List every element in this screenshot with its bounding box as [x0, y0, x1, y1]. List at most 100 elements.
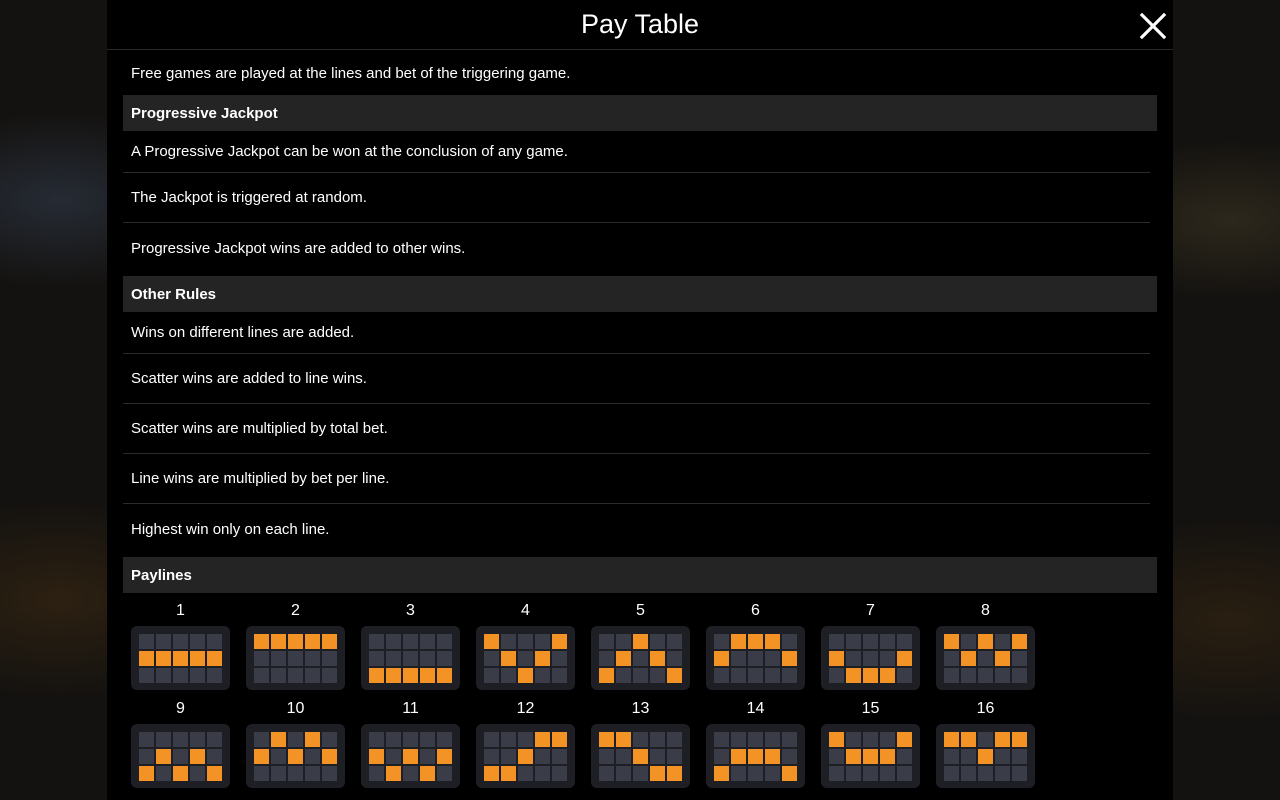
rule-row: The Jackpot is triggered at random.: [123, 173, 1150, 223]
payline-cell-active: [535, 732, 550, 747]
payline-cell: [322, 668, 337, 683]
payline-cell: [863, 634, 878, 649]
payline-cell-active: [765, 749, 780, 764]
payline-cell-active: [437, 668, 452, 683]
payline-cell: [599, 749, 614, 764]
payline-cell: [782, 732, 797, 747]
payline-cell: [518, 732, 533, 747]
payline-cell-active: [156, 749, 171, 764]
payline-cell: [714, 668, 729, 683]
payline-14: 14: [706, 698, 805, 788]
payline-cell: [437, 732, 452, 747]
payline-cell: [782, 668, 797, 683]
rule-row: Wins on different lines are added.: [123, 312, 1150, 354]
payline-cell: [173, 749, 188, 764]
payline-cell: [748, 668, 763, 683]
rule-row: A Progressive Jackpot can be won at the …: [123, 131, 1150, 173]
payline-cell-active: [846, 749, 861, 764]
payline-cell: [207, 668, 222, 683]
payline-cell-active: [501, 766, 516, 781]
payline-cell: [403, 766, 418, 781]
payline-cell: [156, 766, 171, 781]
payline-cell-active: [714, 766, 729, 781]
payline-cell: [748, 766, 763, 781]
payline-number: 6: [706, 600, 805, 626]
payline-13: 13: [591, 698, 690, 788]
payline-cell: [650, 732, 665, 747]
payline-cell: [897, 766, 912, 781]
payline-cell: [650, 668, 665, 683]
payline-cell-active: [173, 766, 188, 781]
payline-cell: [846, 651, 861, 666]
payline-cell: [484, 732, 499, 747]
payline-cell: [829, 766, 844, 781]
payline-cell: [305, 749, 320, 764]
payline-cell: [501, 749, 516, 764]
payline-cell-active: [1012, 732, 1027, 747]
payline-cell-active: [1012, 634, 1027, 649]
payline-cell-active: [139, 766, 154, 781]
payline-diagram: [821, 626, 920, 690]
payline-cell: [305, 766, 320, 781]
payline-cell: [714, 749, 729, 764]
payline-cell-active: [484, 766, 499, 781]
payline-cell-active: [599, 732, 614, 747]
payline-cell-active: [633, 749, 648, 764]
payline-cell-active: [961, 732, 976, 747]
close-button[interactable]: [1138, 11, 1168, 41]
payline-cell: [880, 651, 895, 666]
payline-cell-active: [254, 749, 269, 764]
payline-cell: [782, 749, 797, 764]
section-heading-progressive-jackpot: Progressive Jackpot: [123, 95, 1157, 131]
payline-cell: [288, 668, 303, 683]
payline-cell-active: [995, 651, 1010, 666]
payline-cell-active: [420, 766, 435, 781]
payline-cell: [846, 766, 861, 781]
payline-cell-active: [156, 651, 171, 666]
payline-diagram: [936, 626, 1035, 690]
payline-cell: [863, 766, 878, 781]
payline-cell: [369, 651, 384, 666]
payline-cell: [535, 668, 550, 683]
payline-cell: [714, 732, 729, 747]
payline-cell: [484, 749, 499, 764]
paytable-panel: Pay Table Free games are played at the l…: [107, 0, 1173, 800]
payline-cell-active: [207, 766, 222, 781]
payline-diagram: [706, 724, 805, 788]
payline-number: 16: [936, 698, 1035, 724]
payline-cell: [173, 634, 188, 649]
payline-cell-active: [650, 766, 665, 781]
payline-5: 5: [591, 600, 690, 690]
payline-number: 1: [131, 600, 230, 626]
payline-cell-active: [173, 651, 188, 666]
payline-cell: [386, 634, 401, 649]
payline-cell: [207, 732, 222, 747]
payline-cell: [322, 651, 337, 666]
payline-cell: [207, 749, 222, 764]
payline-cell: [369, 634, 384, 649]
payline-cell: [978, 668, 993, 683]
payline-cell-active: [403, 668, 418, 683]
payline-cell: [616, 668, 631, 683]
payline-number: 13: [591, 698, 690, 724]
rule-row: Line wins are multiplied by bet per line…: [123, 454, 1150, 504]
payline-8: 8: [936, 600, 1035, 690]
payline-cell: [667, 732, 682, 747]
payline-cell-active: [782, 766, 797, 781]
payline-cell: [944, 749, 959, 764]
payline-cell-active: [599, 668, 614, 683]
payline-cell-active: [254, 634, 269, 649]
payline-cell-active: [978, 634, 993, 649]
payline-cell: [173, 732, 188, 747]
payline-cell-active: [650, 651, 665, 666]
payline-cell: [322, 766, 337, 781]
payline-cell: [254, 732, 269, 747]
payline-cell: [386, 749, 401, 764]
payline-cell: [599, 766, 614, 781]
payline-cell-active: [484, 634, 499, 649]
rule-row: Free games are played at the lines and b…: [123, 51, 1150, 95]
payline-cell: [714, 634, 729, 649]
payline-cell: [305, 668, 320, 683]
payline-cell: [403, 634, 418, 649]
payline-cell: [420, 651, 435, 666]
